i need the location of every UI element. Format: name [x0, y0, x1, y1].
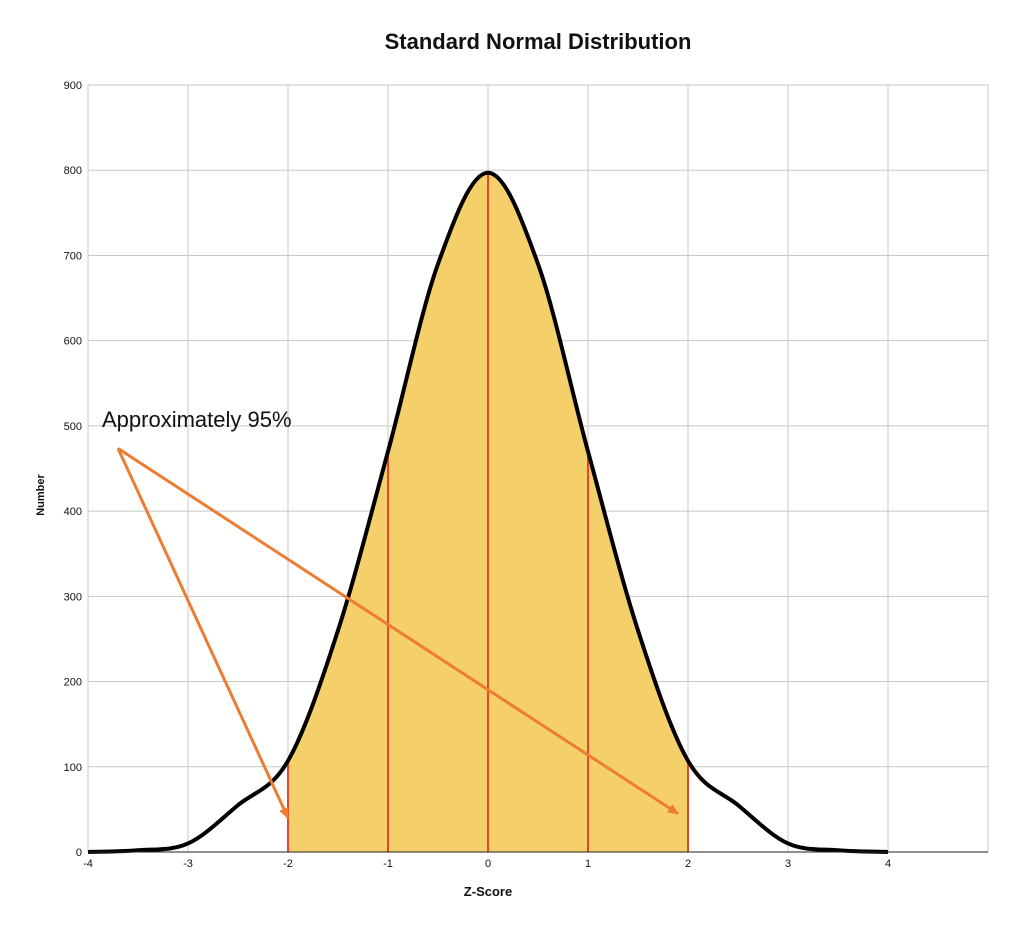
y-axis-label: Number — [35, 474, 47, 516]
x-tick-label: -1 — [383, 858, 393, 870]
y-tick-label: 800 — [64, 165, 82, 177]
x-tick-label: 3 — [785, 858, 791, 870]
annotation-arrow — [116, 447, 290, 819]
annotation-arrows — [116, 447, 679, 819]
x-tick-label: -3 — [183, 858, 193, 870]
y-tick-label: 900 — [64, 80, 82, 92]
y-tick-label: 200 — [64, 677, 82, 689]
distribution-curve — [87, 170, 889, 854]
y-tick-label: 500 — [64, 421, 82, 433]
annotation-label: Approximately 95% — [102, 407, 292, 432]
x-tick-label: 0 — [485, 858, 491, 870]
x-tick-label: 2 — [685, 858, 691, 870]
curve-layer — [87, 170, 889, 854]
axes: -4 -3 -2 -1 0 1 2 3 4 0 100 200 300 400 500 600 700 800 90… — [64, 80, 988, 870]
x-tick-label: 1 — [585, 858, 591, 870]
x-axis-label: Z-Score — [464, 884, 512, 899]
y-tick-label: 100 — [64, 762, 82, 774]
annotation-arrow — [117, 447, 679, 815]
y-tick-label: 700 — [64, 250, 82, 262]
y-tick-label: 0 — [76, 847, 82, 859]
x-tick-label: -4 — [83, 858, 93, 870]
y-tick-label: 300 — [64, 591, 82, 603]
x-tick-label: 4 — [885, 858, 891, 870]
x-tick-label: -2 — [283, 858, 293, 870]
marker-lines-layer — [287, 172, 689, 852]
y-tick-label: 400 — [64, 506, 82, 518]
y-tick-label: 600 — [64, 336, 82, 348]
chart-title: Standard Normal Distribution — [385, 29, 692, 54]
